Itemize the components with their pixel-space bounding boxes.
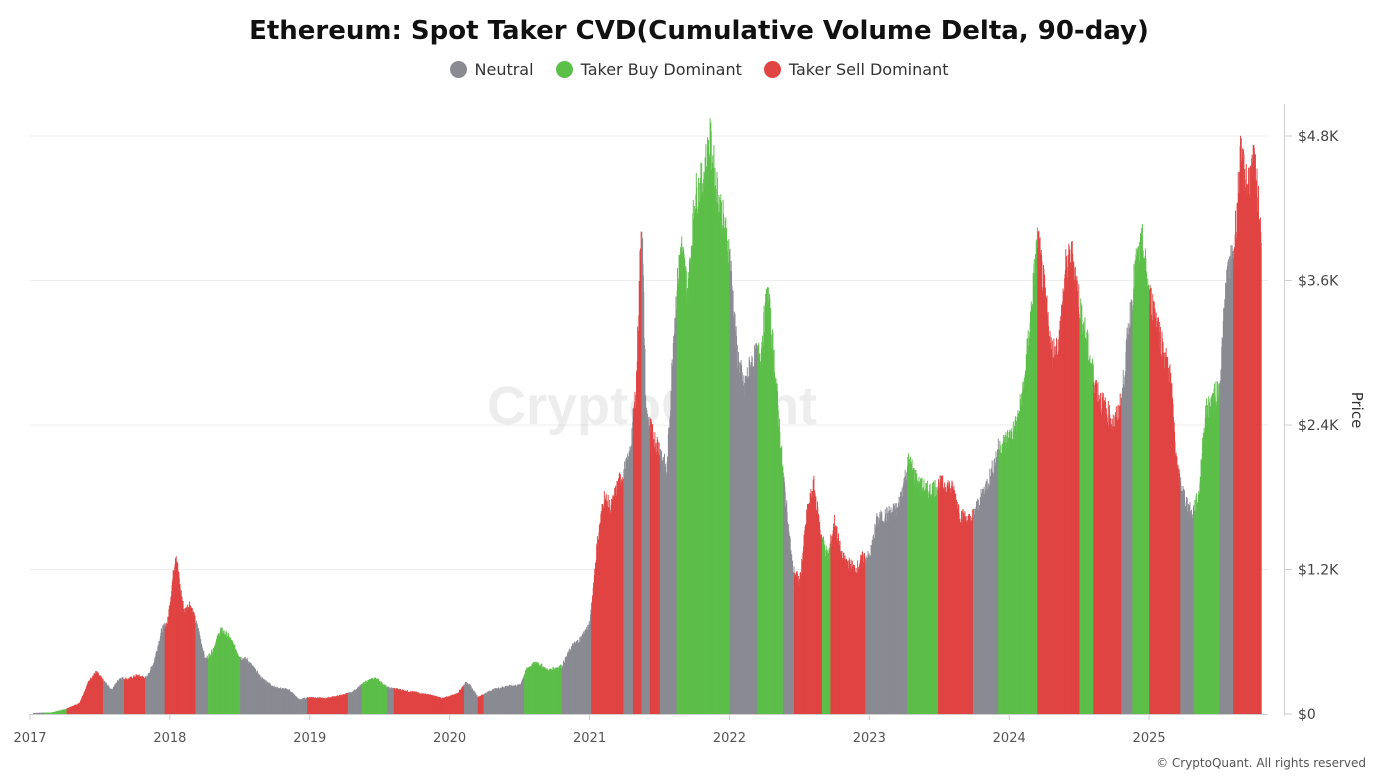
y-tick-label: $0 xyxy=(1298,707,1316,723)
y-tick-label: $4.8K xyxy=(1298,129,1339,145)
x-tick-label: 2017 xyxy=(13,731,46,746)
x-tick-label: 2021 xyxy=(573,731,606,746)
y-tick-label: $2.4K xyxy=(1298,418,1339,434)
legend-label-taker-sell: Taker Sell Dominant xyxy=(788,60,949,79)
x-tick-label: 2022 xyxy=(713,731,746,746)
x-tick-label: 2025 xyxy=(1133,731,1166,746)
legend-dot-neutral xyxy=(449,61,467,78)
y-tick-label: $3.6K xyxy=(1298,274,1339,290)
legend-item-taker-buy[interactable]: Taker Buy Dominant xyxy=(555,60,742,79)
x-axis-ticks: 2017 2018 2019 2020 2021 2022 2023 2024 2025 xyxy=(13,714,1166,746)
price-bar-sell xyxy=(1260,242,1262,714)
legend-item-neutral[interactable]: Neutral xyxy=(449,60,534,79)
x-tick-label: 2019 xyxy=(293,731,326,746)
legend-label-taker-buy: Taker Buy Dominant xyxy=(580,60,742,79)
copyright-notice: © CryptoQuant. All rights reserved xyxy=(1156,756,1366,770)
legend-item-taker-sell[interactable]: Taker Sell Dominant xyxy=(763,60,949,79)
y-axis-ticks: $0 $1.2K $2.4K $3.6K $4.8K xyxy=(1284,129,1339,723)
price-bars xyxy=(32,118,1262,715)
legend-dot-taker-sell xyxy=(763,61,781,78)
x-tick-label: 2020 xyxy=(433,731,466,746)
legend-label-neutral: Neutral xyxy=(474,60,534,79)
x-tick-label: 2018 xyxy=(153,731,186,746)
chart-title: Ethereum: Spot Taker CVD(Cumulative Volu… xyxy=(249,16,1149,46)
x-tick-label: 2023 xyxy=(853,731,886,746)
y-tick-label: $1.2K xyxy=(1298,563,1339,579)
legend-dot-taker-buy xyxy=(555,61,573,78)
axes xyxy=(30,104,1285,716)
y-axis-title: Price xyxy=(1348,392,1366,429)
legend: Neutral Taker Buy Dominant Taker Sell Do… xyxy=(0,60,1398,79)
x-tick-label: 2024 xyxy=(993,731,1026,746)
